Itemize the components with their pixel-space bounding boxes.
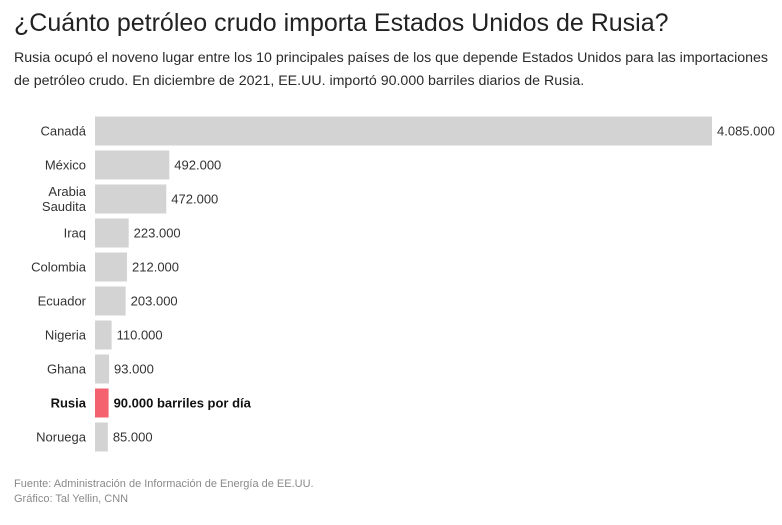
category-label-rusia: Rusia	[51, 396, 87, 411]
value-label-noruega: 85.000	[113, 430, 153, 445]
value-label-arabia-saudita: 472.000	[171, 192, 218, 207]
bar-colombia	[95, 252, 128, 282]
bar-nigeria	[95, 320, 112, 350]
bar-iraq	[95, 218, 129, 248]
value-label-ghana: 93.000	[114, 362, 154, 377]
category-label-noruega: Noruega	[36, 430, 87, 445]
category-label-arabia-saudita: Arabia Saudita	[42, 184, 87, 214]
bar-rusia	[95, 388, 109, 418]
value-label-mexico: 492.000	[174, 158, 221, 173]
category-label-iraq: Iraq	[64, 226, 86, 241]
category-label-nigeria: Nigeria	[45, 328, 87, 343]
chart-subtitle: Rusia ocupó el noveno lugar entre los 10…	[14, 50, 768, 89]
bar-ecuador	[95, 286, 126, 316]
category-label-ecuador: Ecuador	[38, 294, 87, 309]
value-label-ecuador: 203.000	[131, 294, 178, 309]
value-label-canada: 4.085.000	[717, 124, 775, 139]
value-label-iraq: 223.000	[134, 226, 181, 241]
chart-title: ¿Cuánto petróleo crudo importa Estados U…	[14, 9, 669, 37]
source-note: Fuente: Administración de Información de…	[14, 478, 314, 490]
bar-mexico	[95, 150, 170, 180]
graphic-credit: Gráfico: Tal Yellin, CNN	[14, 493, 129, 505]
value-label-nigeria: 110.000	[117, 328, 163, 343]
bar-canada	[95, 116, 712, 146]
category-label-mexico: México	[45, 158, 86, 173]
bar-ghana	[95, 354, 110, 384]
value-label-colombia: 212.000	[132, 260, 179, 275]
category-label-colombia: Colombia	[31, 260, 87, 275]
category-label-ghana: Ghana	[47, 362, 87, 377]
value-label-rusia: 90.000 barriles por día	[114, 396, 252, 411]
bar-arabia-saudita	[95, 184, 167, 214]
bar-noruega	[95, 422, 108, 452]
category-label-canada: Canadá	[40, 124, 86, 139]
